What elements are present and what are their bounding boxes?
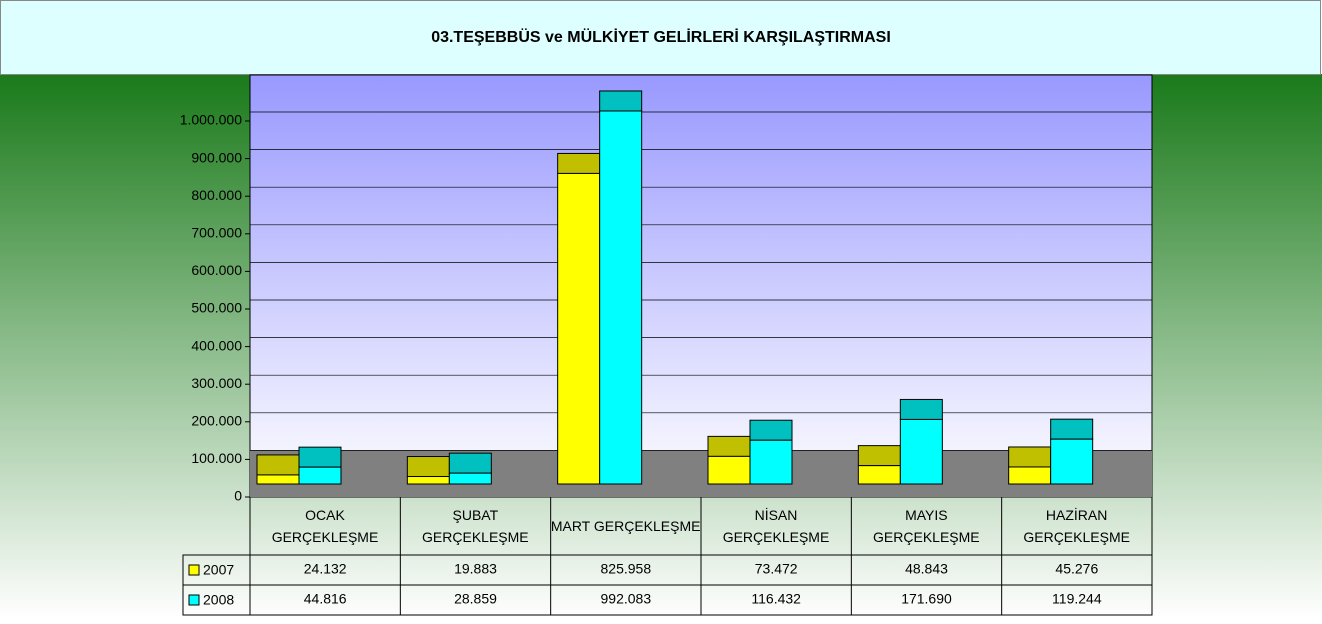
table-value: 45.276 xyxy=(1055,561,1098,577)
y-tick-label: 700.000 xyxy=(191,225,242,241)
bar-cap xyxy=(557,152,601,174)
x-tick-cell: OCAK GERÇEKLEŞME xyxy=(271,507,379,545)
floor xyxy=(250,450,1152,497)
table-value: 44.816 xyxy=(304,591,347,607)
y-tick-label: 0 xyxy=(234,488,242,504)
bar xyxy=(899,418,943,485)
table-value: 28.859 xyxy=(454,591,497,607)
table-value: 119.244 xyxy=(1052,591,1102,607)
x-tick-cell: MART GERÇEKLEŞME xyxy=(550,518,701,534)
legend-label: 2008 xyxy=(203,592,234,608)
plot-wall xyxy=(249,74,1153,498)
bar-cap xyxy=(749,419,793,441)
bar xyxy=(857,465,901,485)
x-tick-label: ŞUBAT GERÇEKLEŞME xyxy=(422,507,529,545)
table-value: 171.690 xyxy=(901,591,952,607)
x-tick-label: OCAK GERÇEKLEŞME xyxy=(271,507,379,545)
chart-title: 03.TEŞEBBÜS ve MÜLKİYET GELİRLERİ KARŞIL… xyxy=(431,27,891,46)
bar-cap xyxy=(1050,418,1094,440)
bar xyxy=(749,439,793,485)
table-value: 48.843 xyxy=(905,561,948,577)
bar-cap xyxy=(599,90,643,112)
legend-swatch xyxy=(188,594,200,606)
bar-cap xyxy=(1008,446,1052,468)
y-tick-label: 500.000 xyxy=(191,300,242,316)
bar xyxy=(448,472,492,485)
y-tick-label: 300.000 xyxy=(191,375,242,391)
bar-cap xyxy=(707,435,751,457)
bar xyxy=(599,110,643,485)
x-tick-cell: HAZİRAN GERÇEKLEŞME xyxy=(1023,507,1130,545)
bar xyxy=(1050,438,1094,485)
y-tick-label: 1.000.000 xyxy=(180,112,242,128)
y-tick-label: 800.000 xyxy=(191,187,242,203)
bar-cap xyxy=(406,456,450,478)
y-tick-label: 100.000 xyxy=(191,450,242,466)
y-tick-label: 600.000 xyxy=(191,262,242,278)
bar-cap xyxy=(256,454,300,476)
x-tick-cell: ŞUBAT GERÇEKLEŞME xyxy=(422,507,529,545)
bar-cap xyxy=(899,398,943,420)
legend-swatch xyxy=(188,564,200,576)
table-value: 992.083 xyxy=(601,591,652,607)
table-value: 116.432 xyxy=(751,591,801,607)
legend-label: 2007 xyxy=(203,562,234,578)
bar-cap xyxy=(298,446,342,468)
y-tick-label: 200.000 xyxy=(191,413,242,429)
x-tick-cell: NİSAN GERÇEKLEŞME xyxy=(722,507,830,545)
bar xyxy=(406,476,450,485)
x-tick-label: NİSAN GERÇEKLEŞME xyxy=(722,507,830,545)
x-tick-cell: MAYIS GERÇEKLEŞME xyxy=(873,507,980,545)
table-value: 24.132 xyxy=(304,561,347,577)
bar xyxy=(1008,466,1052,485)
bar xyxy=(557,172,601,485)
table-value: 19.883 xyxy=(454,561,497,577)
x-tick-label: HAZİRAN GERÇEKLEŞME xyxy=(1023,507,1130,545)
bar-cap xyxy=(448,452,492,474)
bar xyxy=(298,466,342,485)
x-tick-label: MAYIS GERÇEKLEŞME xyxy=(873,507,980,545)
y-tick-label: 900.000 xyxy=(191,149,242,165)
y-tick-label: 400.000 xyxy=(191,337,242,353)
bar xyxy=(707,455,751,485)
table-value: 825.958 xyxy=(601,561,652,577)
table-value: 73.472 xyxy=(755,561,798,577)
bar xyxy=(256,474,300,485)
x-tick-label: MART GERÇEKLEŞME xyxy=(550,518,701,534)
bar-cap xyxy=(857,445,901,467)
title-band xyxy=(0,0,1321,75)
